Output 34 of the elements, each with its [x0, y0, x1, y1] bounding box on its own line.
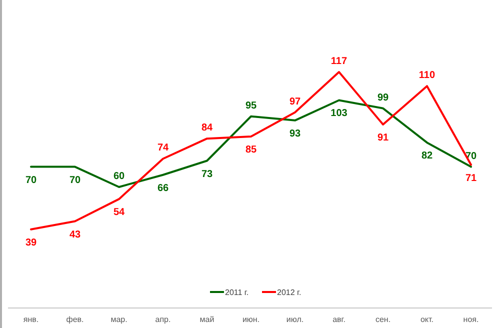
x-tick-label: сен. — [375, 315, 391, 324]
data-label: 39 — [25, 237, 37, 248]
data-label: 93 — [289, 128, 301, 140]
data-label: 70 — [69, 174, 81, 186]
data-label: 85 — [245, 144, 257, 156]
x-tick-label: июн. — [242, 315, 260, 324]
x-tick-label: апр. — [155, 315, 171, 324]
data-label: 60 — [113, 170, 125, 182]
data-label: 99 — [377, 92, 389, 104]
x-tick-label: янв. — [23, 315, 39, 324]
data-label: 82 — [421, 150, 433, 162]
x-tick-label: июл. — [286, 315, 304, 324]
data-label: 95 — [245, 100, 257, 112]
x-tick-label: ноя. — [463, 315, 479, 324]
data-label: 91 — [377, 132, 389, 144]
x-tick-label: мар. — [110, 315, 128, 324]
data-label: 110 — [418, 70, 436, 82]
data-label: 54 — [113, 207, 125, 218]
data-label: 74 — [157, 142, 169, 154]
x-tick-label: фев. — [66, 315, 84, 324]
x-tick-label: май — [200, 315, 214, 324]
data-label: 97 — [289, 96, 301, 108]
data-label: 103 — [330, 108, 348, 120]
data-label: 71 — [465, 172, 477, 184]
data-label: 84 — [201, 122, 213, 134]
legend-label: 2011 г. — [225, 288, 249, 297]
x-tick-label: авг. — [332, 315, 346, 324]
data-label: 70 — [25, 174, 37, 186]
data-label: 117 — [330, 56, 348, 67]
x-tick-label: окт. — [420, 315, 434, 324]
data-label: 43 — [69, 229, 81, 240]
data-label: 66 — [157, 182, 169, 194]
data-label: 73 — [201, 168, 213, 180]
legend-label: 2012 г. — [277, 288, 302, 297]
